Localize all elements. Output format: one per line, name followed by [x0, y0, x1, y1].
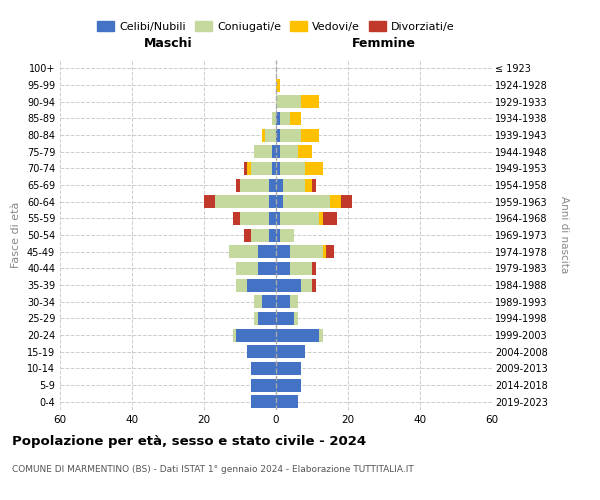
Text: Popolazione per età, sesso e stato civile - 2024: Popolazione per età, sesso e stato civil… — [12, 435, 366, 448]
Bar — [251, 162, 272, 175]
Bar — [276, 345, 305, 358]
Bar — [276, 278, 301, 291]
Bar — [251, 362, 276, 375]
Bar — [276, 262, 290, 275]
Bar — [312, 262, 316, 275]
Bar — [298, 145, 312, 158]
Bar — [280, 162, 305, 175]
Bar — [276, 378, 301, 392]
Bar — [276, 195, 283, 208]
Bar — [254, 145, 272, 158]
Bar — [258, 245, 276, 258]
Bar — [272, 162, 276, 175]
Bar — [280, 112, 290, 125]
Bar — [276, 128, 280, 141]
Bar — [305, 162, 323, 175]
Bar — [233, 212, 240, 225]
Bar — [244, 162, 247, 175]
Bar — [276, 145, 280, 158]
Bar — [262, 128, 265, 141]
Bar — [269, 195, 276, 208]
Bar — [294, 312, 298, 325]
Bar — [240, 178, 269, 192]
Bar — [251, 378, 276, 392]
Bar — [236, 262, 258, 275]
Bar — [276, 162, 280, 175]
Bar — [276, 362, 301, 375]
Bar — [276, 95, 301, 108]
Bar — [326, 245, 334, 258]
Bar — [276, 328, 319, 342]
Bar — [276, 112, 280, 125]
Text: Femmine: Femmine — [352, 37, 416, 50]
Bar — [301, 128, 319, 141]
Bar — [269, 228, 276, 241]
Bar — [276, 295, 290, 308]
Bar — [276, 78, 280, 92]
Bar — [341, 195, 352, 208]
Bar — [323, 212, 337, 225]
Text: Maschi: Maschi — [143, 37, 193, 50]
Bar — [215, 195, 269, 208]
Bar — [276, 178, 283, 192]
Bar — [244, 228, 251, 241]
Bar — [236, 328, 276, 342]
Bar — [280, 212, 319, 225]
Bar — [323, 245, 326, 258]
Bar — [290, 112, 301, 125]
Bar — [254, 295, 262, 308]
Bar — [236, 278, 247, 291]
Bar — [301, 95, 319, 108]
Bar — [276, 312, 294, 325]
Bar — [319, 328, 323, 342]
Bar — [272, 145, 276, 158]
Bar — [229, 245, 258, 258]
Bar — [276, 228, 280, 241]
Bar — [247, 162, 251, 175]
Bar — [251, 395, 276, 408]
Bar — [312, 178, 316, 192]
Bar — [283, 195, 330, 208]
Bar — [247, 345, 276, 358]
Bar — [258, 262, 276, 275]
Bar — [269, 178, 276, 192]
Bar — [319, 212, 323, 225]
Bar — [254, 312, 258, 325]
Bar — [276, 395, 298, 408]
Bar — [330, 195, 341, 208]
Bar — [301, 278, 312, 291]
Bar — [280, 128, 301, 141]
Y-axis label: Anni di nascita: Anni di nascita — [559, 196, 569, 274]
Bar — [258, 312, 276, 325]
Bar — [204, 195, 215, 208]
Text: COMUNE DI MARMENTINO (BS) - Dati ISTAT 1° gennaio 2024 - Elaborazione TUTTITALIA: COMUNE DI MARMENTINO (BS) - Dati ISTAT 1… — [12, 465, 414, 474]
Bar — [290, 245, 323, 258]
Bar — [251, 228, 269, 241]
Y-axis label: Fasce di età: Fasce di età — [11, 202, 21, 268]
Bar — [276, 245, 290, 258]
Bar — [247, 278, 276, 291]
Bar — [233, 328, 236, 342]
Bar — [269, 212, 276, 225]
Bar — [240, 212, 269, 225]
Bar — [280, 145, 298, 158]
Bar — [265, 128, 276, 141]
Bar — [283, 178, 305, 192]
Bar — [236, 178, 240, 192]
Bar — [272, 112, 276, 125]
Bar — [290, 262, 312, 275]
Legend: Celibi/Nubili, Coniugati/e, Vedovi/e, Divorziati/e: Celibi/Nubili, Coniugati/e, Vedovi/e, Di… — [93, 16, 459, 36]
Bar — [276, 212, 280, 225]
Bar — [290, 295, 298, 308]
Bar — [280, 228, 294, 241]
Bar — [305, 178, 312, 192]
Bar — [312, 278, 316, 291]
Bar — [262, 295, 276, 308]
